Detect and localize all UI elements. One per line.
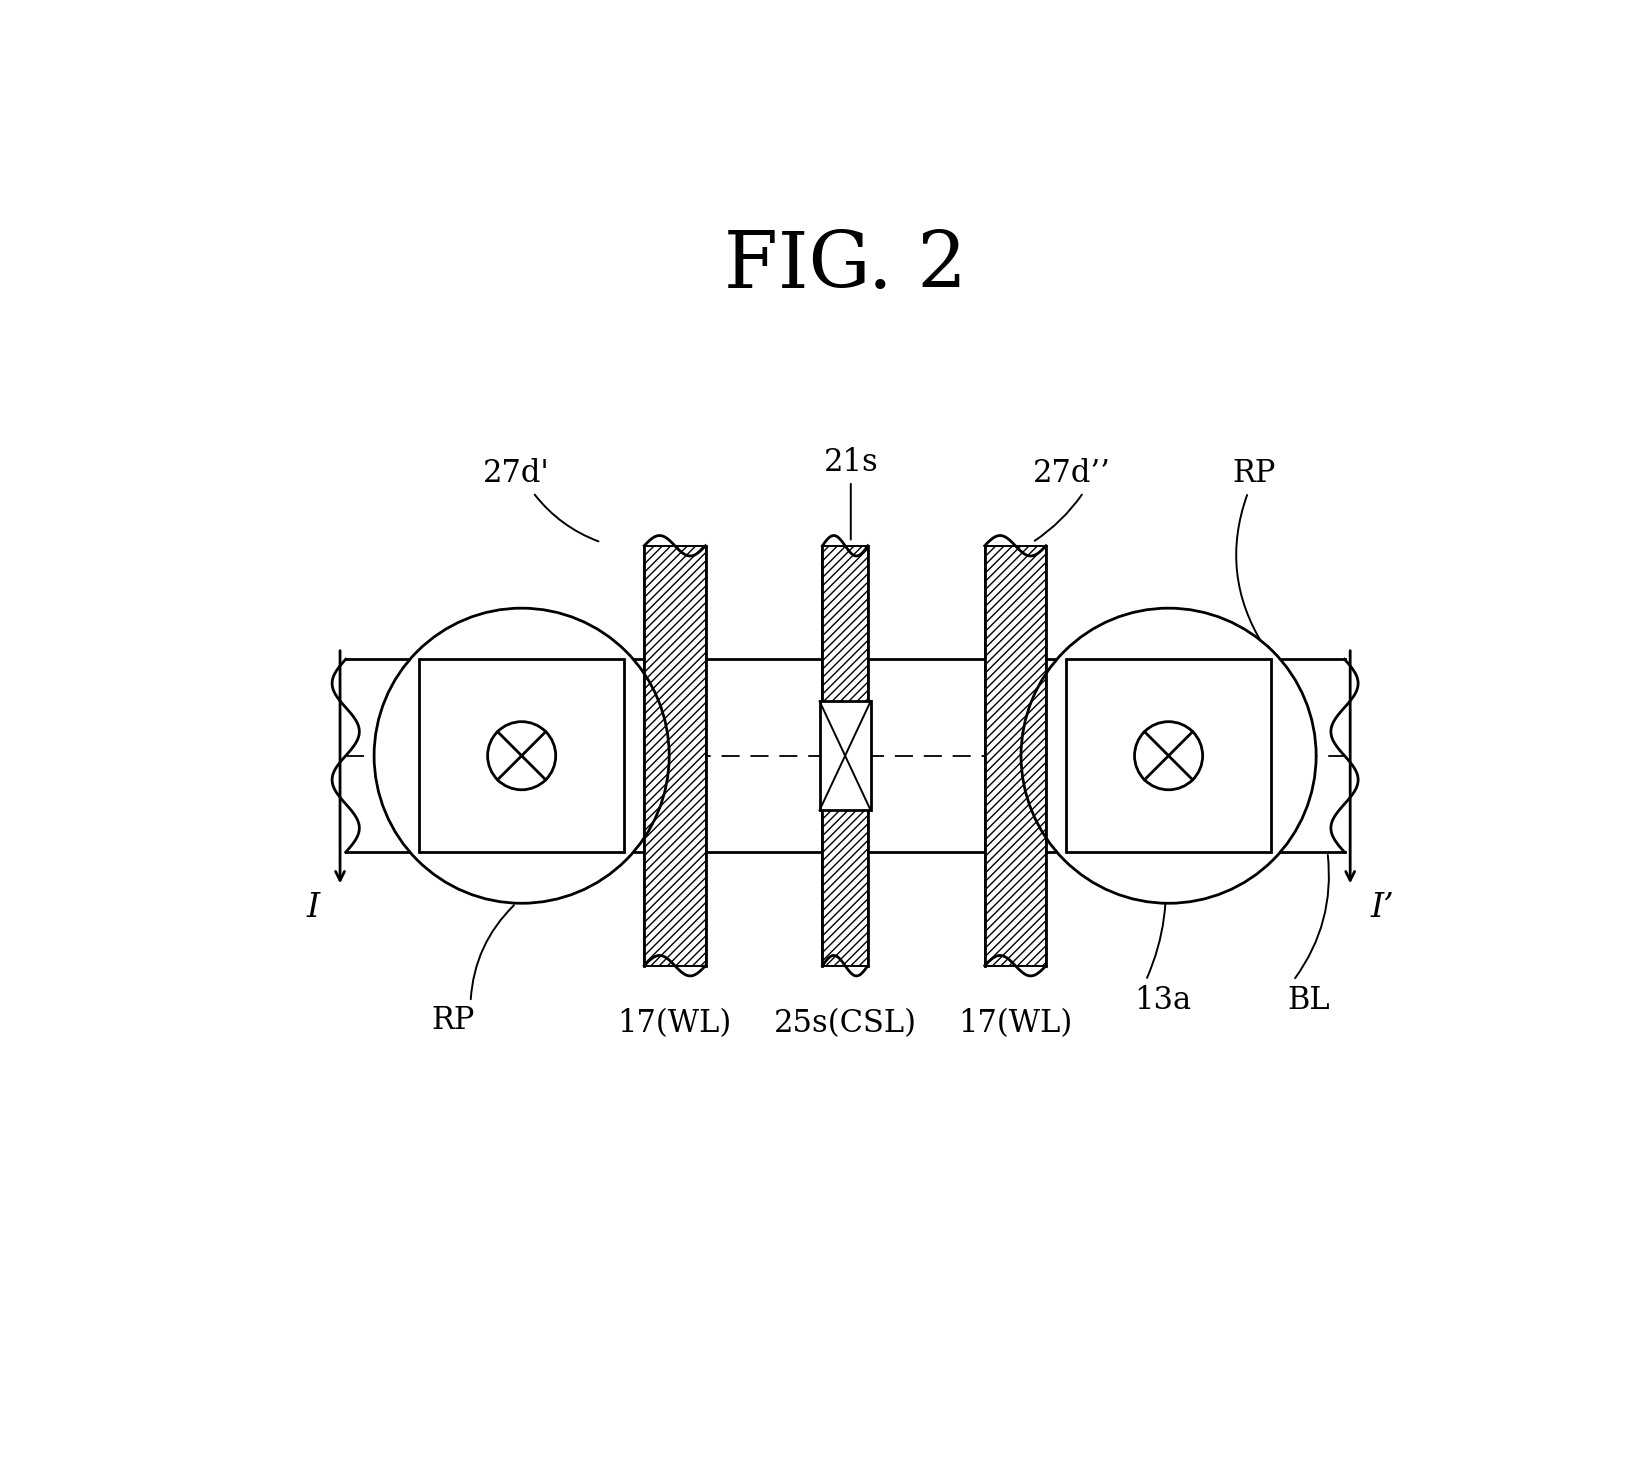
- Text: I: I: [307, 892, 320, 924]
- Text: RP: RP: [1231, 458, 1274, 489]
- Bar: [419, 659, 623, 852]
- Bar: [819, 702, 870, 811]
- Polygon shape: [822, 545, 867, 965]
- Polygon shape: [984, 545, 1045, 965]
- Polygon shape: [644, 545, 705, 965]
- Text: 21s: 21s: [822, 447, 878, 478]
- Text: I’: I’: [1369, 892, 1394, 924]
- Text: 13a: 13a: [1134, 985, 1192, 1016]
- Bar: [1066, 659, 1271, 852]
- Text: FIG. 2: FIG. 2: [723, 228, 966, 304]
- Circle shape: [1134, 722, 1201, 790]
- Text: BL: BL: [1287, 985, 1330, 1016]
- Text: RP: RP: [432, 1005, 475, 1036]
- Text: 17(WL): 17(WL): [957, 1008, 1071, 1039]
- Text: 27d’’: 27d’’: [1033, 458, 1111, 489]
- Text: 25s(CSL): 25s(CSL): [773, 1008, 916, 1039]
- Circle shape: [488, 722, 555, 790]
- Circle shape: [1020, 609, 1315, 904]
- Text: 17(WL): 17(WL): [618, 1008, 732, 1039]
- Text: 27d': 27d': [483, 458, 549, 489]
- Circle shape: [374, 609, 669, 904]
